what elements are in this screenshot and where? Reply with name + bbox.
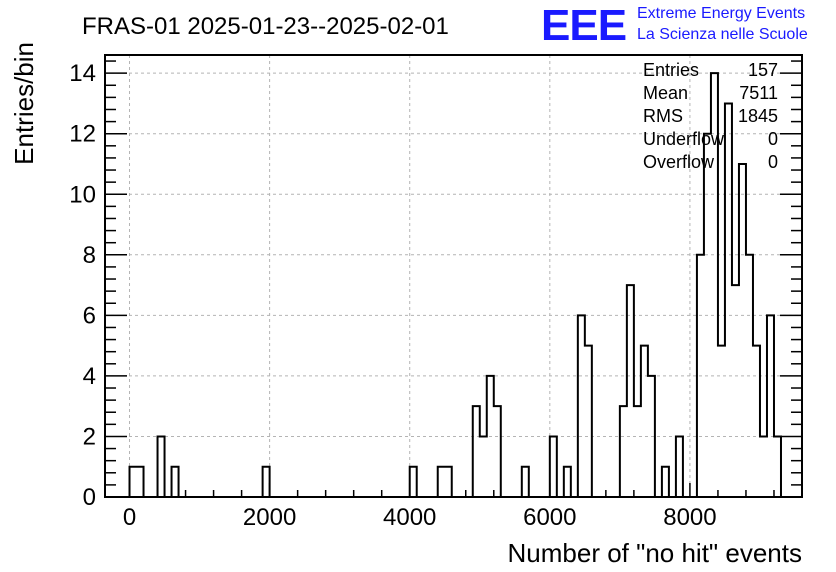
y-tick-label: 0 [83, 484, 96, 511]
eee-logo: EEE Extreme Energy Events La Scienza nel… [541, 1, 808, 50]
histogram-bin [445, 467, 452, 497]
y-tick-label: 10 [69, 181, 96, 208]
y-axis-label: Entries/bin [9, 42, 39, 165]
histogram-bin [137, 467, 144, 497]
histogram-outline [128, 72, 782, 497]
stats-label: Entries [643, 60, 699, 80]
histogram-bin [522, 467, 529, 497]
plot-frame [104, 54, 803, 498]
stats-value: 0 [768, 152, 778, 172]
x-tick-label: 6000 [523, 504, 576, 531]
histogram-bin [662, 467, 669, 497]
stats-box: Entries 157 Mean 7511 RMS 1845 Underflow 0 Overf… [643, 60, 778, 172]
histogram-bin [634, 406, 641, 497]
stats-label: Mean [643, 83, 688, 103]
histogram-bin [732, 285, 739, 497]
histogram-bin [774, 436, 781, 497]
histogram-bin [473, 406, 480, 497]
histogram-bin [130, 467, 137, 497]
histogram-bin [158, 436, 165, 497]
x-axis-label: Number of "no hit" events [508, 538, 803, 568]
histogram-bin [620, 406, 627, 497]
histogram-bin [676, 436, 683, 497]
x-tick-label: 8000 [663, 504, 716, 531]
histogram-bin [725, 103, 732, 497]
logo-line-2: La Scienza nelle Scuole [637, 26, 808, 43]
stats-value: 0 [768, 129, 778, 149]
histogram-bin [767, 315, 774, 497]
histogram-bin [263, 467, 270, 497]
histogram-bin [739, 164, 746, 497]
eee-logo-mark: EEE [541, 1, 626, 50]
stats-label: Overflow [643, 152, 715, 172]
histogram-bin [494, 406, 501, 497]
histogram-bin [627, 285, 634, 497]
x-tick-label: 2000 [243, 504, 296, 531]
histogram-bin [172, 467, 179, 497]
x-tick-label: 4000 [383, 504, 436, 531]
x-tick-label: 0 [123, 504, 136, 531]
logo-line-1: Extreme Energy Events [637, 5, 805, 22]
histogram-bin [438, 467, 445, 497]
histogram-bin [641, 346, 648, 497]
histogram-bin [480, 436, 487, 497]
y-tick-label: 2 [83, 423, 96, 450]
histogram-bin [550, 436, 557, 497]
y-tick-label: 14 [69, 60, 96, 87]
y-tick-label: 8 [83, 242, 96, 269]
axes: 0 2000 4000 6000 8000 0 2 4 6 8 10 12 14 [69, 54, 803, 531]
labels: FRAS-01 2025-01-23--2025-02-01 Number of… [9, 13, 802, 568]
histogram-data [128, 72, 782, 497]
grid [105, 55, 802, 498]
y-tick-label: 6 [83, 302, 96, 329]
stats-value: 7511 [739, 83, 778, 103]
histogram-bin [410, 467, 417, 497]
histogram-bin [760, 436, 767, 497]
stats-label: RMS [643, 106, 683, 126]
y-tick-label: 12 [69, 121, 96, 148]
histogram-bin [753, 346, 760, 497]
stats-value: 157 [748, 60, 778, 80]
chart-title: FRAS-01 2025-01-23--2025-02-01 [82, 13, 449, 40]
histogram-bin [718, 346, 725, 497]
histogram-bin [578, 315, 585, 497]
y-tick-label: 4 [83, 363, 96, 390]
histogram-bin [564, 467, 571, 497]
stats-value: 1845 [738, 106, 778, 126]
histogram-bin [585, 346, 592, 497]
stats-label: Underflow [643, 129, 725, 149]
